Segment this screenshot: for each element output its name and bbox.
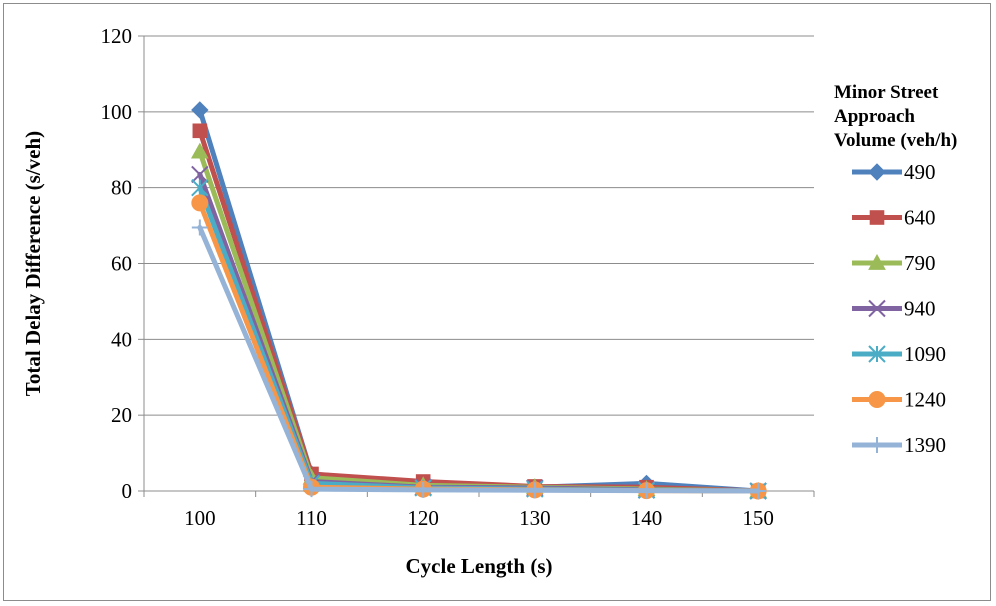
data-point-marker [868, 163, 886, 181]
x-tick-label: 120 [407, 506, 439, 530]
x-tick-label: 150 [742, 506, 774, 530]
gridlines [144, 35, 814, 416]
legend-label: 1090 [904, 342, 946, 366]
data-point-marker [868, 391, 886, 408]
legend-item-1240: 1240 [852, 388, 946, 412]
series-layer [190, 101, 768, 500]
legend-item-1390: 1390 [852, 433, 946, 457]
legend-title-line: Minor Street [834, 82, 939, 103]
legend-label: 1240 [904, 388, 946, 412]
legend-title-line: Volume (veh/h) [834, 130, 957, 151]
series-line-640 [197, 128, 761, 494]
series-line-490 [197, 107, 761, 494]
y-tick-label: 100 [101, 100, 133, 124]
series-790 [190, 142, 768, 498]
series-line-940 [197, 171, 761, 494]
data-point-marker [191, 165, 209, 184]
data-point-marker [191, 194, 209, 212]
legend-item-940: 940 [852, 297, 936, 321]
data-point-marker [191, 178, 209, 197]
data-point-marker [191, 219, 208, 236]
y-tick-label: 80 [111, 176, 132, 200]
x-tick-label: 100 [184, 506, 216, 530]
legend-item-1090: 1090 [852, 342, 946, 366]
series-640 [192, 123, 766, 499]
legend-item-790: 790 [852, 251, 936, 275]
x-tick-label: 130 [519, 506, 551, 530]
data-point-marker [638, 482, 655, 499]
y-tick-label: 60 [111, 252, 132, 276]
series-940 [191, 165, 767, 500]
series-line-1390 [197, 224, 761, 494]
y-axis-title: Total Delay Difference (s/veh) [21, 131, 45, 396]
data-point-marker [415, 481, 432, 498]
x-axis-title: Cycle Length (s) [406, 554, 553, 578]
data-point-marker [190, 142, 209, 159]
x-tick-label: 140 [631, 506, 663, 530]
data-point-marker [868, 299, 886, 318]
x-tick-label: 110 [296, 506, 327, 530]
series-490 [191, 101, 767, 500]
data-point-marker [869, 437, 885, 453]
data-point-marker [750, 483, 767, 499]
legend-item-490: 490 [852, 160, 936, 184]
legend-label: 940 [904, 297, 936, 321]
legend: Minor Street Approach Volume (veh/h) 490 640… [834, 82, 957, 457]
data-point-marker [192, 123, 208, 139]
legend-label: 640 [904, 206, 936, 230]
axis-labels: 0 20 40 60 80 100 120 100 110 120 130 140 150 Cycle L… [21, 24, 774, 578]
series-line-790 [197, 149, 761, 494]
data-point-marker [869, 210, 885, 225]
data-point-marker [526, 482, 543, 499]
y-tick-label: 40 [111, 327, 132, 351]
series-line-1240 [197, 200, 761, 494]
legend-label: 1390 [904, 433, 946, 457]
legend-label: 490 [904, 160, 936, 184]
legend-title-line: Approach [834, 106, 915, 127]
data-point-marker [868, 345, 886, 363]
legend-label: 790 [904, 251, 936, 275]
y-tick-label: 0 [122, 479, 133, 503]
data-point-marker [303, 481, 320, 498]
legend-item-640: 640 [852, 206, 936, 230]
y-tick-label: 20 [111, 403, 132, 427]
y-tick-label: 120 [101, 24, 133, 48]
chart-border [3, 3, 991, 601]
data-point-marker [191, 101, 209, 119]
data-point-marker [868, 253, 886, 270]
series-1390 [191, 219, 767, 499]
series-1240 [191, 194, 767, 500]
